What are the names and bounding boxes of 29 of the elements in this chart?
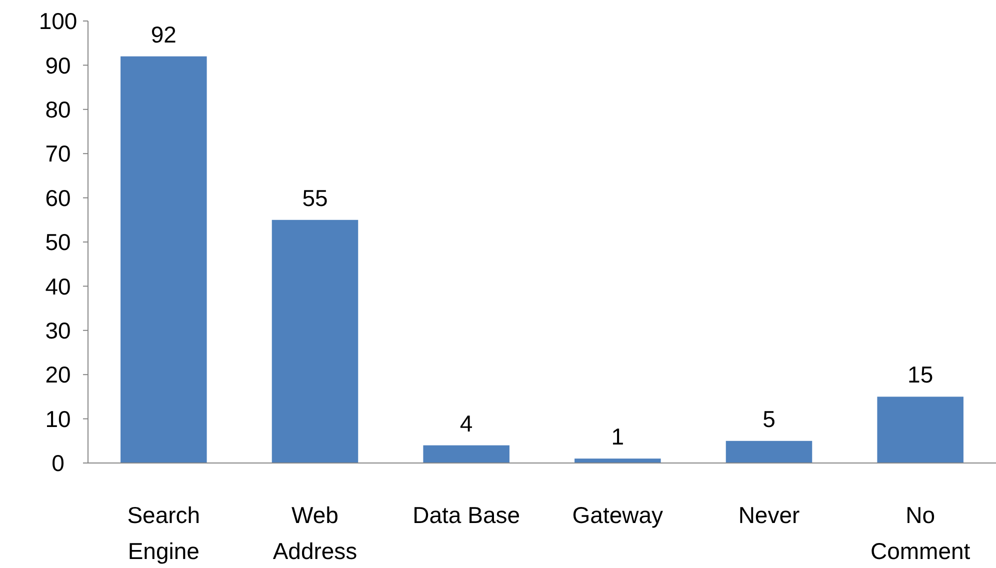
y-tick-label: 90 xyxy=(45,52,71,78)
y-tick-label: 20 xyxy=(45,362,71,388)
x-tick-label: Never xyxy=(738,502,800,528)
y-tick-label: 50 xyxy=(45,229,71,256)
x-tick-label: No Comment xyxy=(870,502,971,564)
y-tick-label: 70 xyxy=(45,140,71,167)
x-tick-label: Data Base xyxy=(412,502,520,528)
bar xyxy=(423,445,510,463)
y-tick-label: 60 xyxy=(45,184,71,211)
data-label: 5 xyxy=(762,406,776,432)
y-tick-label: 80 xyxy=(45,96,71,122)
x-tick-label: Gateway xyxy=(572,502,664,528)
data-label: 15 xyxy=(908,362,934,388)
data-label: 92 xyxy=(150,21,176,48)
y-tick-label: 10 xyxy=(45,406,71,432)
bar xyxy=(120,56,207,463)
bar xyxy=(574,458,661,463)
y-tick-label: 0 xyxy=(52,450,64,476)
y-tick-label: 100 xyxy=(38,8,78,34)
bar xyxy=(726,440,812,463)
x-tick-label: Search Engine xyxy=(127,502,200,564)
y-tick-label: 30 xyxy=(45,317,71,344)
data-label: 55 xyxy=(302,184,328,211)
x-tick-label: Web Address xyxy=(272,502,358,564)
data-label: 4 xyxy=(460,410,473,436)
y-tick-label: 40 xyxy=(45,273,71,300)
bar xyxy=(272,220,358,463)
bar xyxy=(877,396,964,463)
data-label: 1 xyxy=(611,424,624,450)
